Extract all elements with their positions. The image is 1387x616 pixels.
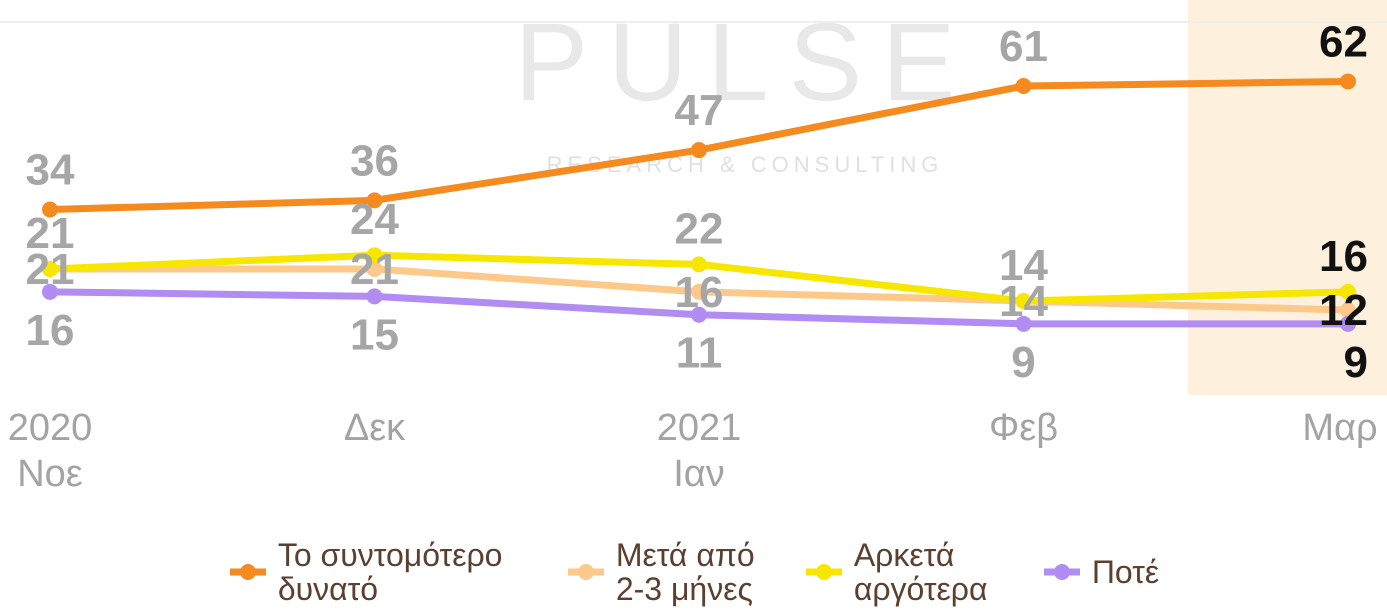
point	[42, 260, 58, 277]
point	[1340, 283, 1356, 300]
watermark-title: PULSE	[515, 1, 976, 124]
data-label: 12	[1319, 286, 1368, 335]
legend-dot	[577, 564, 594, 580]
data-label: 16	[1319, 232, 1368, 281]
legend-marker	[1043, 564, 1080, 580]
x-tick-label: Φεβ	[988, 407, 1059, 449]
point	[691, 306, 707, 323]
data-label: 24	[350, 195, 399, 244]
data-label: 47	[675, 86, 724, 135]
x-tick-label: 2021 Ιαν	[656, 407, 742, 495]
legend-label: Το συντομότερο δυνατό	[277, 537, 503, 607]
legend-entry: Ποτέ	[1042, 538, 1159, 606]
data-label: 16	[675, 268, 724, 317]
legend-label: Ποτέ	[1091, 554, 1160, 590]
point	[42, 201, 58, 218]
data-label: 14	[999, 277, 1048, 326]
data-label: 22	[675, 204, 724, 253]
x-tick-label: Μαρ	[1302, 407, 1378, 449]
legend-marker	[567, 564, 604, 580]
point	[1015, 78, 1032, 95]
point	[366, 260, 383, 277]
point	[691, 283, 707, 300]
legend-marker	[805, 564, 842, 580]
x-tick-label: Δεκ	[343, 407, 406, 449]
data-label: 9	[1011, 338, 1035, 387]
point	[691, 142, 707, 159]
point	[42, 283, 58, 300]
data-label: 15	[350, 310, 399, 359]
point	[1340, 315, 1356, 332]
legend-entry: Το συντομότερο δυνατό	[228, 538, 548, 606]
data-label: 34	[26, 146, 75, 195]
legend-marker	[229, 564, 266, 580]
legend-label: Μετά από 2-3 μήνες	[615, 537, 755, 607]
data-label: 61	[999, 22, 1048, 71]
data-label: 36	[350, 136, 399, 185]
legend-dot	[239, 564, 256, 580]
legend-dot	[1053, 564, 1070, 580]
legend: Το συντομότερο δυνατό Μετά από 2-3 μήνες Α…	[0, 538, 1387, 606]
data-label: 62	[1319, 17, 1368, 66]
data-label: 9	[1344, 338, 1368, 387]
legend-entry: Αρκετά αργότερα	[804, 538, 1024, 606]
data-label: 11	[676, 329, 723, 378]
x-tick-label: 2020 Νοε	[7, 407, 93, 495]
data-label: 21	[350, 245, 399, 294]
point	[366, 288, 383, 305]
legend-entry: Μετά από 2-3 μήνες	[566, 538, 786, 606]
point	[1340, 302, 1356, 319]
point	[1340, 73, 1356, 90]
legend-dot	[815, 564, 832, 580]
data-label: 16	[26, 306, 75, 355]
point	[691, 256, 707, 273]
point	[366, 192, 383, 209]
point	[1015, 292, 1032, 309]
data-label: 21	[26, 209, 75, 258]
data-label: 14	[999, 241, 1048, 290]
point	[1015, 315, 1032, 332]
legend-label: Αρκετά αργότερα	[853, 537, 988, 607]
data-label: 21	[26, 245, 75, 294]
point	[366, 247, 383, 264]
